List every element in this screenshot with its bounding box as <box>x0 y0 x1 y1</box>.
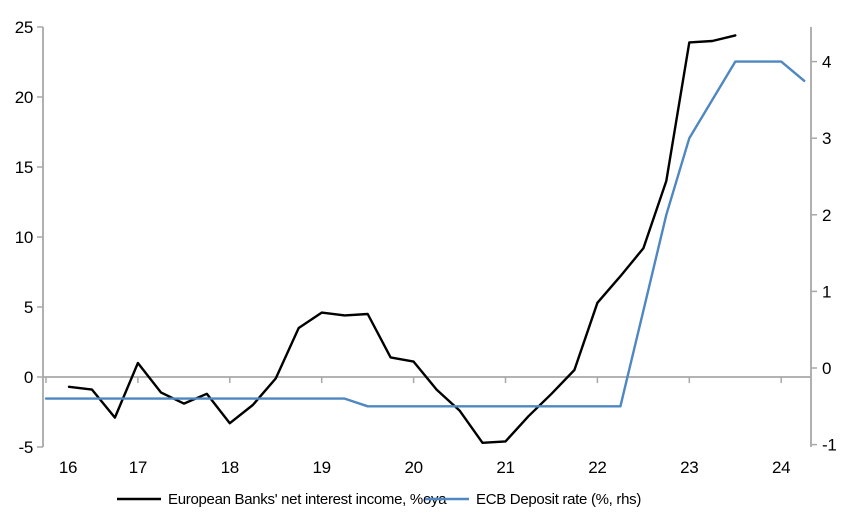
x-axis-tick-label: 22 <box>588 458 606 477</box>
x-axis-tick-label: 21 <box>496 458 514 477</box>
right-axis-tick-label: 3 <box>822 129 831 148</box>
right-axis-tick-label: 0 <box>822 359 831 378</box>
left-axis-tick-label: -5 <box>18 438 33 457</box>
x-axis-tick-label: 23 <box>680 458 698 477</box>
series-line-ecb-deposit-rate-rhs <box>44 60 806 408</box>
left-axis-tick-label: 10 <box>15 228 33 247</box>
x-axis-tick-label: 16 <box>59 458 77 477</box>
left-axis-tick-label: 15 <box>15 158 33 177</box>
legend-label: ECB Deposit rate (%, rhs) <box>476 491 641 508</box>
x-axis-tick-label: 17 <box>129 458 147 477</box>
left-axis-tick-label: 0 <box>24 368 33 387</box>
right-axis-tick-label: 2 <box>822 206 831 225</box>
series-line-european-banks-net-interest-income-oya <box>67 34 737 444</box>
left-axis-tick-label: 20 <box>15 88 33 107</box>
right-axis-tick-label: 4 <box>822 53 831 72</box>
x-axis-tick-label: 18 <box>221 458 239 477</box>
left-axis-tick-label: 5 <box>24 298 33 317</box>
x-axis-tick-label: 24 <box>772 458 790 477</box>
legend-label: European Banks' net interest income, %oy… <box>168 491 447 508</box>
left-axis-tick-label: 25 <box>15 18 33 37</box>
right-axis-tick-label: 1 <box>822 282 831 301</box>
x-axis-tick-label: 19 <box>313 458 331 477</box>
right-axis-tick-label: -1 <box>822 436 837 455</box>
x-axis-tick-label: 20 <box>404 458 422 477</box>
